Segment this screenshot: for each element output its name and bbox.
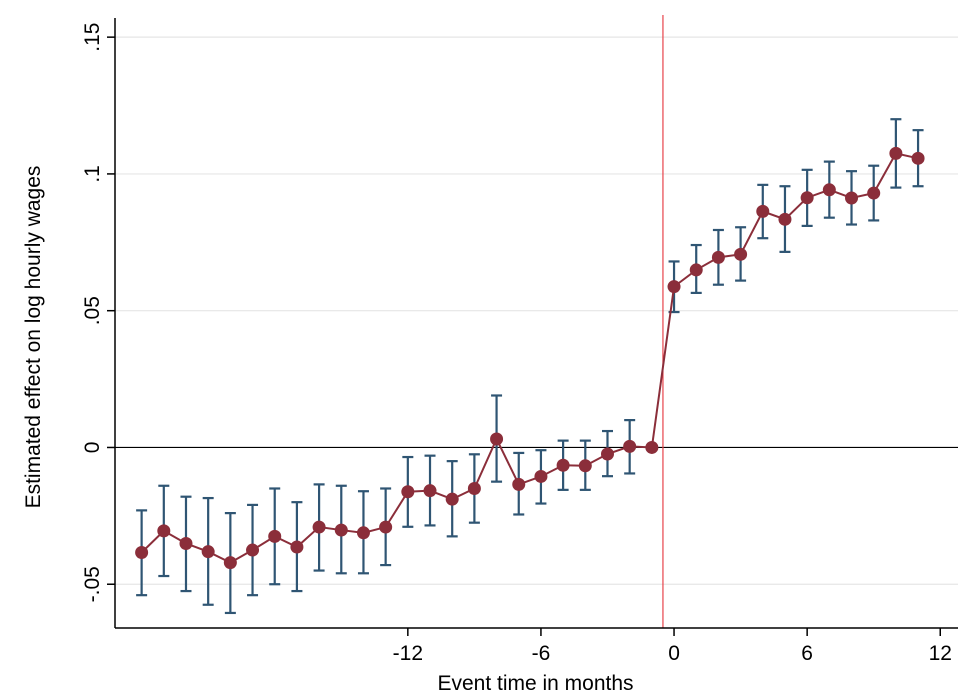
x-axis-ticks: -12 -6 0 6 12 <box>393 628 952 665</box>
estimate-markers <box>135 146 925 570</box>
data-point <box>179 536 193 550</box>
data-point <box>667 280 681 294</box>
data-point <box>800 191 814 205</box>
data-point <box>223 556 237 570</box>
data-point <box>334 523 348 537</box>
x-tick-label: -6 <box>532 642 551 665</box>
data-point <box>379 520 393 534</box>
x-tick-label: -12 <box>393 642 423 665</box>
data-point <box>490 432 504 446</box>
data-point <box>312 520 326 534</box>
data-point <box>867 186 881 200</box>
data-point <box>157 524 171 538</box>
data-point <box>600 447 614 461</box>
x-tick-label: 0 <box>668 642 680 665</box>
data-point <box>778 212 792 226</box>
data-point <box>845 191 859 205</box>
estimate-line <box>140 152 919 564</box>
data-point <box>578 459 592 473</box>
x-tick-label: 12 <box>929 642 952 665</box>
gridlines <box>115 36 958 585</box>
data-point <box>268 529 282 543</box>
data-point <box>756 204 770 218</box>
data-point <box>556 458 570 472</box>
data-point <box>356 526 370 540</box>
x-axis-title: Event time in months <box>437 672 633 695</box>
data-point <box>512 477 526 491</box>
data-point <box>734 247 748 261</box>
data-point <box>445 492 459 506</box>
data-point <box>534 469 548 483</box>
y-tick-label: -.05 <box>81 566 104 602</box>
data-point <box>822 183 836 197</box>
y-tick-label: .05 <box>81 296 104 325</box>
y-tick-label: .1 <box>81 165 104 183</box>
y-tick-label: 0 <box>81 442 104 454</box>
data-point <box>689 263 703 277</box>
y-axis-ticks: -.05 0 .05 .1 .15 <box>81 23 115 602</box>
data-point <box>135 546 149 560</box>
data-point <box>623 439 637 453</box>
y-tick-label: .15 <box>81 23 104 52</box>
data-point <box>467 481 481 495</box>
y-axis-title: Estimated effect on log hourly wages <box>22 166 45 509</box>
data-point <box>911 151 925 165</box>
data-point <box>401 485 415 499</box>
data-point <box>645 440 659 454</box>
data-point <box>290 540 304 554</box>
data-point <box>246 543 260 557</box>
data-point <box>423 484 437 498</box>
data-point <box>711 250 725 264</box>
data-point <box>889 146 903 160</box>
data-point <box>201 545 215 559</box>
x-tick-label: 6 <box>801 642 813 665</box>
